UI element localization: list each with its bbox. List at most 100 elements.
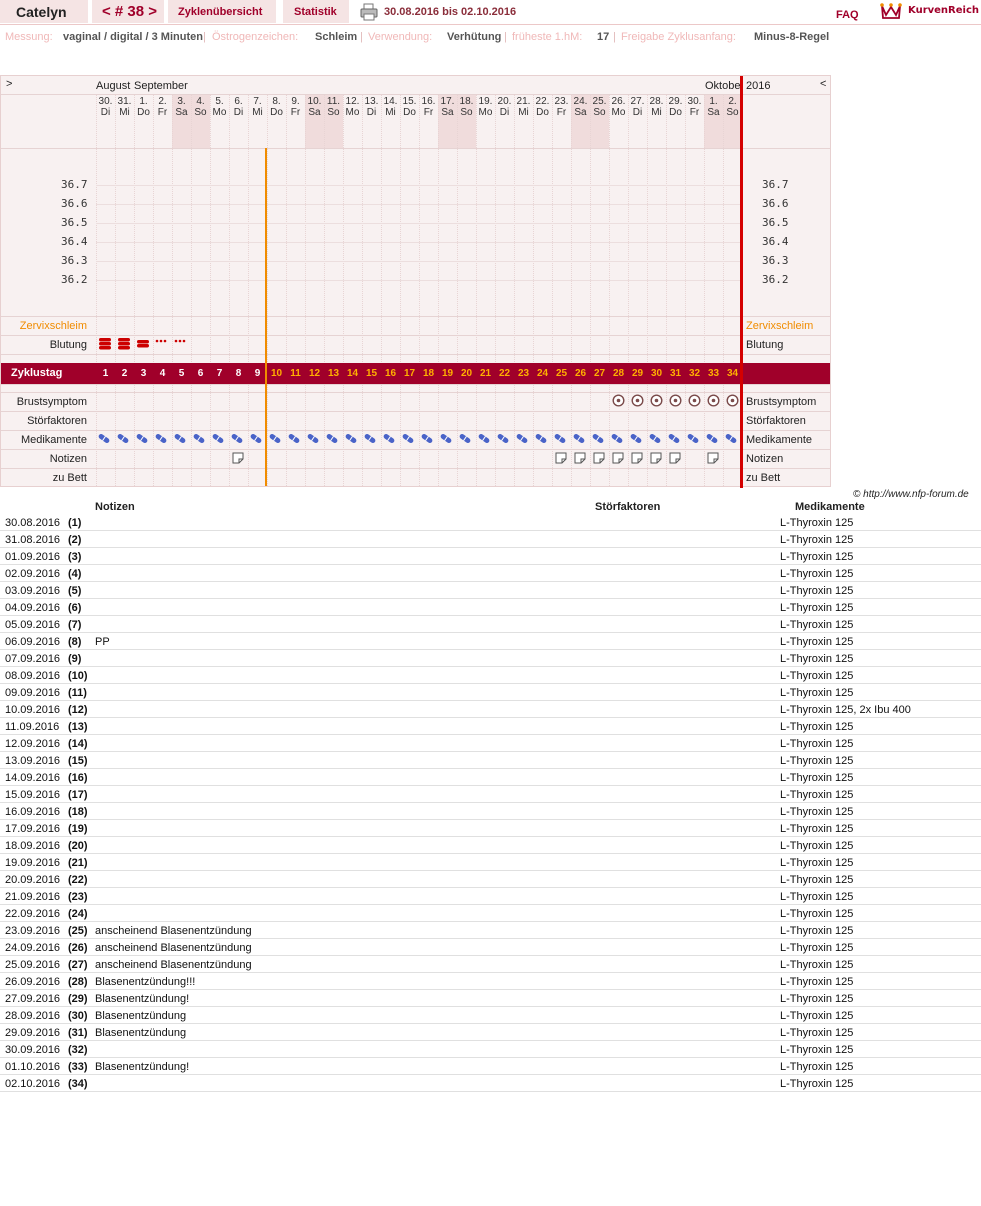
cycle-overview-link[interactable]: Zyklenübersicht — [168, 0, 276, 23]
cycle-day-number: 24 — [536, 368, 549, 379]
medication-pill-icon — [459, 433, 471, 444]
cycle-day-number: 18 — [422, 368, 435, 379]
note-date: 03.09.2016 — [5, 585, 61, 597]
nav-next-arrow[interactable]: < — [820, 78, 827, 90]
printer-icon[interactable] — [360, 3, 378, 21]
medication-pill-icon — [421, 433, 433, 444]
fruehste-label: früheste 1.hM: — [512, 31, 583, 43]
notes-table-row: 05.09.2016 (7) L-Thyroxin 125 — [0, 616, 981, 633]
note-medication: L-Thyroxin 125 — [780, 1078, 854, 1090]
day-weekday: Sa — [574, 107, 587, 118]
day-number: 17. — [440, 96, 455, 107]
note-medication: L-Thyroxin 125 — [780, 1044, 854, 1056]
note-date: 09.09.2016 — [5, 687, 61, 699]
medi-row-label: Medikamente — [20, 434, 87, 446]
statistics-link[interactable]: Statistik — [283, 0, 349, 23]
cycle-day-number: 15 — [365, 368, 378, 379]
note-date: 30.08.2016 — [5, 517, 61, 529]
note-cycle-day: (10) — [68, 670, 88, 682]
kurvenreich-logo[interactable]: KurvenReich — [908, 5, 980, 16]
grid-hline — [1, 148, 830, 149]
crown-logo-icon[interactable] — [880, 2, 902, 20]
medication-pill-icon — [250, 433, 262, 444]
note-date: 02.10.2016 — [5, 1078, 61, 1090]
fruehste-value: 17 — [597, 31, 610, 43]
day-weekday: Sa — [308, 107, 321, 118]
day-weekday: Fr — [689, 107, 700, 118]
grid-vline — [115, 94, 116, 486]
brust-row-label: Brustsymptom — [16, 396, 87, 408]
day-column-header: 15. Do — [400, 96, 419, 118]
day-number: 2. — [158, 96, 167, 107]
cycle-day-band — [1, 363, 830, 384]
day-column-header: 7. Mi — [248, 96, 267, 118]
cycle-day-number: 11 — [290, 368, 301, 379]
note-medication: L-Thyroxin 125 — [780, 772, 854, 784]
day-column-header: 6. Di — [229, 96, 248, 118]
note-date: 17.09.2016 — [5, 823, 61, 835]
day-column-header: 3. Sa — [172, 96, 191, 118]
cycle-navigator[interactable]: < # 38 > — [92, 0, 164, 23]
notes-table-row: 15.09.2016 (17) L-Thyroxin 125 — [0, 786, 981, 803]
temperature-tick-label: 36.7 — [762, 178, 789, 191]
nav-prev-arrow[interactable]: > — [6, 78, 13, 90]
day-column-header: 30. Fr — [685, 96, 704, 118]
medication-pill-icon — [402, 433, 414, 444]
note-medication: L-Thyroxin 125 — [780, 568, 854, 580]
note-date: 01.09.2016 — [5, 551, 61, 563]
day-column-header: 2. Fr — [153, 96, 172, 118]
note-cycle-day: (4) — [68, 568, 82, 580]
medication-pill-icon — [155, 433, 167, 444]
notes-table-row: 18.09.2016 (20) L-Thyroxin 125 — [0, 837, 981, 854]
day-weekday: Sa — [707, 107, 720, 118]
note-medication: L-Thyroxin 125 — [780, 925, 854, 937]
note-date: 01.10.2016 — [5, 1061, 61, 1073]
note-cycle-day: (24) — [68, 908, 88, 920]
notes-table-row: 16.09.2016 (18) L-Thyroxin 125 — [0, 803, 981, 820]
note-date: 20.09.2016 — [5, 874, 61, 886]
medication-pill-icon — [98, 433, 110, 444]
day-column-header: 24. Sa — [571, 96, 590, 118]
note-date: 19.09.2016 — [5, 857, 61, 869]
notes-table-row: 01.09.2016 (3) L-Thyroxin 125 — [0, 548, 981, 565]
medication-pill-icon — [706, 433, 718, 444]
medication-pill-icon — [269, 433, 281, 444]
note-date: 12.09.2016 — [5, 738, 61, 750]
note-icon — [669, 452, 681, 464]
zyklustag-label: Zyklustag — [11, 367, 63, 379]
breast-symptom-icon — [631, 394, 644, 407]
grid-vline — [229, 94, 230, 486]
note-date: 15.09.2016 — [5, 789, 61, 801]
day-weekday: Di — [100, 107, 111, 118]
blutung-row-label-right: Blutung — [746, 339, 784, 351]
zervix-row-label-right: Zervixschleim — [746, 320, 814, 332]
medication-pill-icon — [136, 433, 148, 444]
day-number: 14. — [383, 96, 398, 107]
day-number: 31. — [117, 96, 132, 107]
grid-vline — [324, 94, 325, 486]
day-column-header: 23. Fr — [552, 96, 571, 118]
breast-symptom-icon — [707, 394, 720, 407]
grid-vline — [267, 94, 268, 486]
notes-table-row: 25.09.2016 (27) anscheinend Blasenentzündu… — [0, 956, 981, 973]
cycle-day-number: 19 — [441, 368, 454, 379]
notes-header-medi: Medikamente — [795, 501, 865, 513]
cycle-day-number: 2 — [121, 368, 128, 379]
day-weekday: Mi — [385, 107, 396, 118]
stoer-row-label-right: Störfaktoren — [746, 415, 806, 427]
note-cycle-day: (21) — [68, 857, 88, 869]
grid-vline — [400, 94, 401, 486]
grid-hline — [1, 384, 830, 385]
cycle-day-number: 23 — [517, 368, 530, 379]
weekend-shade — [324, 94, 343, 148]
day-weekday: Do — [536, 107, 549, 118]
note-text: Blasenentzündung! — [95, 993, 190, 1005]
faq-link[interactable]: FAQ — [836, 9, 859, 21]
note-medication: L-Thyroxin 125 — [780, 789, 854, 801]
note-cycle-day: (14) — [68, 738, 88, 750]
grid-vline — [153, 94, 154, 486]
day-column-header: 11. So — [324, 96, 343, 118]
note-medication: L-Thyroxin 125 — [780, 976, 854, 988]
note-icon — [631, 452, 643, 464]
note-date: 04.09.2016 — [5, 602, 61, 614]
